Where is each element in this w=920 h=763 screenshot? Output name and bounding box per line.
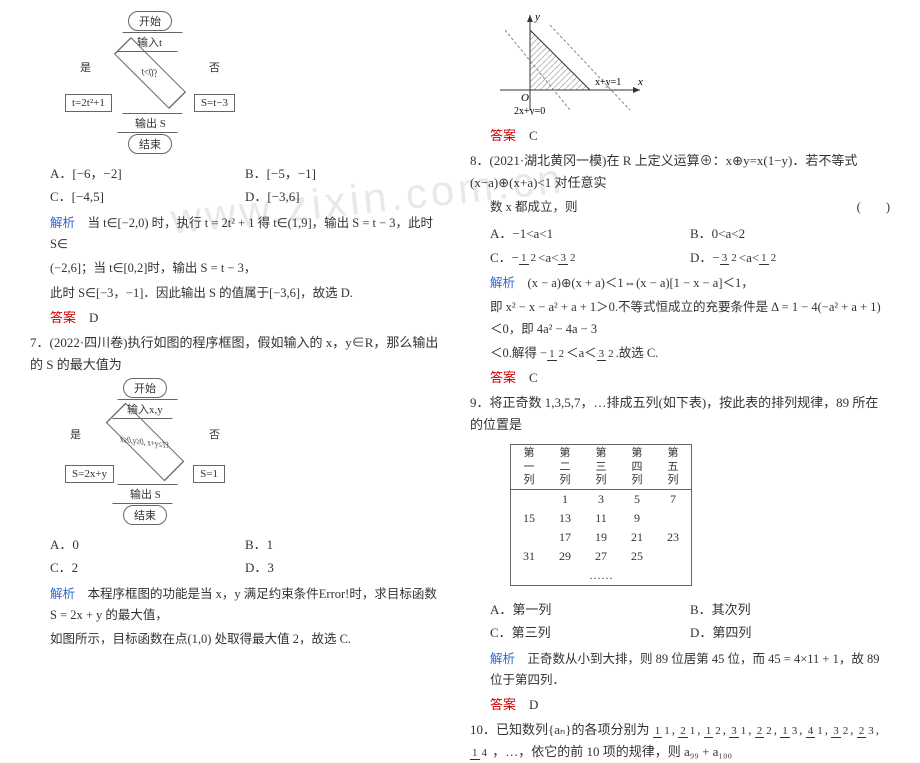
q9-opt-d: D．第四列 — [690, 621, 890, 644]
q6-opt-d: D．[−3,6] — [245, 185, 440, 208]
q9-opt-c: C．第三列 — [490, 621, 690, 644]
fc2-no-label: 否 — [209, 426, 220, 442]
q8-solution-line1: 解析 (x − a)⊕(x + a)＜1⇔(x − a)[1 − x − a]＜… — [490, 273, 890, 294]
th-4: 第四列 — [619, 445, 655, 489]
feasible-region-graph: x y O x+y=1 2x+y=0 — [500, 10, 890, 119]
q8-text: 8．(2021·湖北黄冈一模)在 R 上定义运算⊕：x⊕y=x(1−y)．若不等… — [470, 150, 890, 194]
q6-solution-line1: 解析 当 t∈[−2,0) 时，执行 t = 2t² + 1 得 t∈(1,9]… — [50, 213, 440, 256]
fc1-right-assign: S=t−3 — [194, 94, 235, 112]
table-row: 1357 — [511, 490, 691, 509]
q9-answer: 答案 D — [490, 694, 890, 713]
q6-sol-label: 解析 — [50, 216, 75, 230]
fc1-yes-label: 是 — [80, 59, 91, 75]
table-row: 1513119 — [511, 509, 691, 528]
q8-solution-line2: 即 x² − x − a² + a + 1＞0.不等式恒成立的充要条件是 Δ =… — [490, 297, 890, 340]
fc2-yes-label: 是 — [70, 426, 81, 442]
right-column: x y O x+y=1 2x+y=0 答案 C 8．(2021·湖北黄冈一模)在… — [460, 0, 920, 651]
table-ellipsis: …… — [511, 566, 691, 585]
q7-opt-d: D．3 — [245, 556, 440, 579]
q8-answer: 答案 C — [490, 367, 890, 386]
q7-opt-c: C．2 — [50, 556, 245, 579]
q6-answer: 答案 D — [50, 307, 440, 326]
graph-x-label: x — [637, 76, 643, 88]
q6-opt-b: B．[−5，−1] — [245, 162, 440, 185]
graph-line1-label: x+y=1 — [595, 77, 621, 88]
q9-opt-a: A．第一列 — [490, 598, 690, 621]
fc2-end: 结束 — [123, 505, 167, 525]
q8-solution-line3: ＜0.解得 −12＜a＜32.故选 C. — [490, 343, 890, 364]
q7-answer: 答案 C — [490, 125, 890, 144]
q8-opt-c: C．−12<a<32 — [490, 246, 690, 269]
q8-opt-a: A．−1<a<1 — [490, 222, 690, 245]
graph-svg: x y O x+y=1 2x+y=0 — [500, 10, 650, 115]
q6-opt-c: C．[−4,5] — [50, 185, 245, 208]
q7-solution-line2: 如图所示，目标函数在点(1,0) 处取得最大值 2，故选 C. — [50, 629, 440, 650]
q9-options: A．第一列 B．其次列 C．第三列 D．第四列 — [490, 598, 890, 645]
fc1-start: 开始 — [128, 11, 172, 31]
fc2-left-assign: S=2x+y — [65, 465, 114, 483]
th-5: 第五列 — [655, 445, 691, 489]
fc1-no-label: 否 — [209, 59, 220, 75]
graph-origin: O — [521, 92, 529, 104]
q8-opt-b: B．0<a<2 — [690, 222, 890, 245]
q7-opt-b: B．1 — [245, 533, 440, 556]
th-3: 第三列 — [583, 445, 619, 489]
q7-opt-a: A．0 — [50, 533, 245, 556]
flowchart-2: 开始 输入x,y 是 x≥0,y≥0, x+y≤1? 否 S=2x+y S=1 … — [60, 378, 230, 525]
table-row: 31292725 — [511, 547, 691, 566]
q8-options: A．−1<a<1 B．0<a<2 C．−12<a<32 D．−32<a<12 — [490, 222, 890, 269]
fc1-output: 输出 S — [117, 113, 182, 133]
th-1: 第一列 — [511, 445, 547, 489]
q6-solution-line3: 此时 S∈[−3，−1]．因此输出 S 的值属于[−3,6]，故选 D. — [50, 283, 440, 304]
graph-line2-label: 2x+y=0 — [514, 106, 545, 115]
table-header: 第一列 第二列 第三列 第四列 第五列 — [511, 445, 691, 490]
flowchart-1: 开始 输入t 是 t<0? 否 t=2t²+1 S=t−3 输出 S 结束 — [60, 11, 240, 154]
q6-opt-a: A．[−6，−2] — [50, 162, 245, 185]
q9-solution: 解析 正奇数从小到大排，则 89 位居第 45 位，而 45 = 4×11 + … — [490, 649, 890, 692]
left-column: 开始 输入t 是 t<0? 否 t=2t²+1 S=t−3 输出 S 结束 A．… — [0, 0, 460, 651]
q8-opt-d: D．−32<a<12 — [690, 246, 890, 269]
q6-options: A．[−6，−2] B．[−5，−1] C．[−4,5] D．[−3,6] — [50, 162, 440, 209]
q8-text-line2: 数 x 都成立，则( ) — [490, 197, 890, 218]
q9-text: 9．将正奇数 1,3,5,7，…排成五列(如下表)，按此表的排列规律，89 所在… — [470, 392, 890, 436]
fc1-end: 结束 — [128, 134, 172, 154]
table-row: 17192123 — [511, 528, 691, 547]
odd-number-table: 第一列 第二列 第三列 第四列 第五列 1357 1513119 1719212… — [510, 444, 692, 586]
graph-y-label: y — [534, 11, 540, 23]
fc2-right-assign: S=1 — [193, 465, 225, 483]
fc2-start: 开始 — [123, 378, 167, 398]
q10-text: 10．已知数列{aₙ}的各项分别为 11, 21, 12, 31, 22, 13… — [470, 719, 890, 763]
fc2-output: 输出 S — [112, 484, 177, 504]
th-2: 第二列 — [547, 445, 583, 489]
q6-solution-line2: (−2,6]；当 t∈[0,2]时，输出 S = t − 3， — [50, 258, 440, 279]
q7-solution-line1: 解析 本程序框图的功能是当 x，y 满足约束条件Error!时，求目标函数 S … — [50, 584, 440, 627]
fc1-left-assign: t=2t²+1 — [65, 94, 112, 112]
two-column-layout: 开始 输入t 是 t<0? 否 t=2t²+1 S=t−3 输出 S 结束 A．… — [0, 0, 920, 651]
q7-text: 7．(2022·四川卷)执行如图的程序框图，假如输入的 x，y∈R，那么输出的 … — [30, 332, 440, 376]
q9-opt-b: B．其次列 — [690, 598, 890, 621]
q7-options: A．0 B．1 C．2 D．3 — [50, 533, 440, 580]
